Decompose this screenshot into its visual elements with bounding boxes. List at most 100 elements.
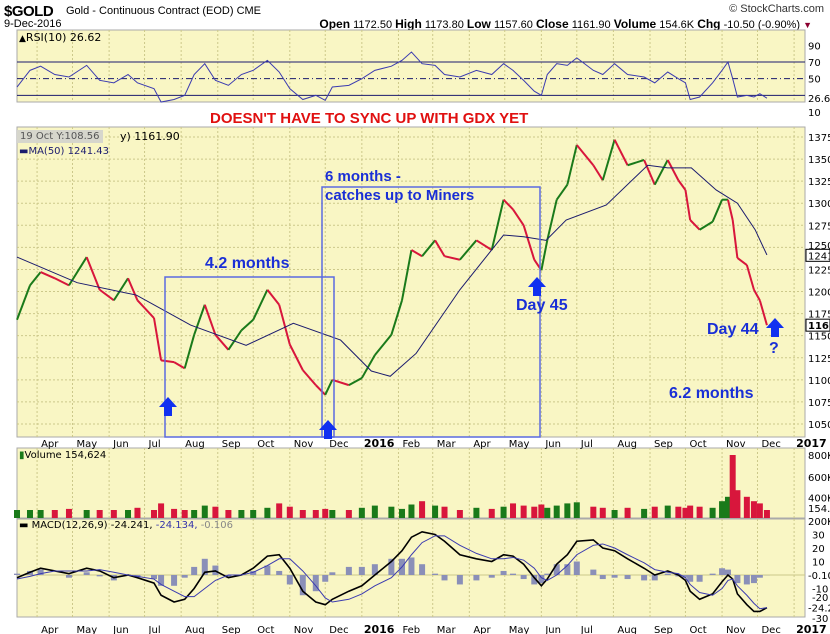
price-tick-label: 1225	[808, 265, 830, 276]
macd-histogram-bar	[611, 575, 618, 578]
price-segment	[689, 219, 701, 231]
macd-histogram-bar	[719, 568, 726, 575]
volume-bar	[510, 503, 517, 518]
macd-histogram-bar	[599, 575, 606, 580]
volume-bar	[734, 490, 741, 518]
price-segment	[745, 264, 755, 291]
volume-bar	[553, 505, 560, 518]
x-tick-label: 2017	[796, 437, 827, 450]
price-tag-ma: 1241	[805, 248, 830, 262]
price-segment	[643, 159, 656, 186]
price-tick-label: 1200	[808, 288, 830, 299]
macd-histogram-bar	[225, 575, 232, 578]
x-tick-label: May	[77, 625, 98, 634]
price-segment	[711, 199, 723, 223]
rsi-legend: ▲RSI(10) 26.62	[19, 31, 101, 44]
volume-bar	[201, 505, 208, 518]
price-segment	[736, 257, 748, 266]
high-value: 1173.80	[424, 19, 464, 31]
question-mark: ?	[769, 340, 779, 357]
x-tick-label: Nov	[726, 625, 746, 634]
volume-bar	[544, 507, 551, 518]
price-segment	[193, 304, 206, 336]
macd-histogram-bar	[682, 575, 689, 578]
ma-line-icon: ▬	[19, 146, 29, 157]
ma-legend-text: MA(50) 1241.43	[28, 146, 109, 157]
macd-histogram-bar	[65, 575, 72, 578]
macd-signal-line	[16, 535, 768, 610]
macd-histogram-bar	[286, 575, 293, 585]
price-segment	[227, 329, 243, 351]
rsi-legend-text: RSI(10) 26.62	[25, 31, 102, 44]
price-segment	[566, 144, 578, 185]
x-tick-label: Apr	[41, 439, 59, 450]
x-tick-label: Jun	[112, 439, 129, 450]
price-segment	[203, 304, 217, 336]
macd-histogram-bar	[687, 575, 694, 582]
price-segment	[240, 319, 254, 332]
macd-histogram-bar	[432, 573, 439, 575]
price-segment	[214, 334, 230, 351]
macd-histogram-bar	[358, 566, 365, 575]
macd-histogram-bar	[299, 575, 306, 596]
price-segment	[173, 361, 186, 370]
volume-bar	[96, 510, 103, 518]
macd-histogram-bar	[312, 575, 319, 592]
volume-bar	[134, 507, 141, 518]
x-tick-label: Nov	[726, 439, 746, 450]
x-tick-label: Aug	[185, 439, 205, 450]
volume-legend-text: Volume 154,624	[24, 450, 107, 461]
macd-histogram-bar	[322, 575, 329, 582]
x-tick-label: Jun	[112, 625, 129, 634]
price-segment	[601, 139, 616, 181]
volume-bar	[37, 510, 44, 518]
x-tick-label: Apr	[473, 439, 491, 450]
macd-histogram-bar	[96, 575, 103, 577]
price-segment	[475, 239, 493, 251]
volume-bar	[371, 505, 378, 518]
x-tick-label: Aug	[185, 625, 205, 634]
volume-bar	[500, 506, 507, 518]
price-segment	[40, 271, 56, 280]
macd-histogram-bar	[264, 565, 271, 575]
macd-histogram-bar	[544, 573, 551, 575]
copyright: © StockCharts.com	[729, 3, 824, 15]
volume-value: 154.6K	[659, 19, 695, 31]
rsi-tick-label: 90	[808, 41, 821, 52]
x-tick-label: Jul	[580, 439, 593, 450]
macd-histogram-bar	[590, 569, 597, 575]
volume-bar	[299, 510, 306, 518]
price-segment	[136, 299, 155, 319]
box-4-2-months	[164, 276, 335, 438]
price-segment	[434, 239, 446, 257]
price-segment	[160, 359, 175, 364]
macd-histogram-bar	[724, 569, 731, 575]
macd-histogram-bar	[419, 564, 426, 575]
price-segment	[555, 184, 569, 201]
volume-bar	[26, 510, 33, 518]
macd-tick-label: -10	[812, 585, 828, 596]
price-segment	[54, 277, 70, 287]
volume-bar	[419, 501, 426, 518]
macd-histogram-bar	[181, 575, 188, 578]
price-segment	[627, 159, 645, 167]
macd-histogram-bar	[500, 570, 507, 575]
macd-tick-label: -20	[812, 593, 828, 604]
up-arrow-icon	[766, 318, 784, 337]
volume-bar	[564, 503, 571, 518]
macd-histogram-bar	[345, 566, 352, 575]
box1-label: 4.2 months	[205, 255, 290, 272]
macd-tick-label: 20	[812, 544, 825, 555]
x-tick-label: Jul	[580, 625, 593, 634]
macd-histogram-bar	[651, 575, 658, 581]
price-tick-label: 1050	[808, 420, 830, 431]
macd-histogram-bar	[624, 575, 631, 580]
volume-bar	[264, 507, 271, 518]
macd-histogram-bar	[150, 575, 157, 580]
x-tick-label: Dec	[761, 625, 780, 634]
price-segment	[85, 256, 101, 291]
ma50-line	[16, 164, 768, 377]
x-tick-label: Dec	[329, 439, 348, 450]
tag-box	[805, 318, 830, 332]
